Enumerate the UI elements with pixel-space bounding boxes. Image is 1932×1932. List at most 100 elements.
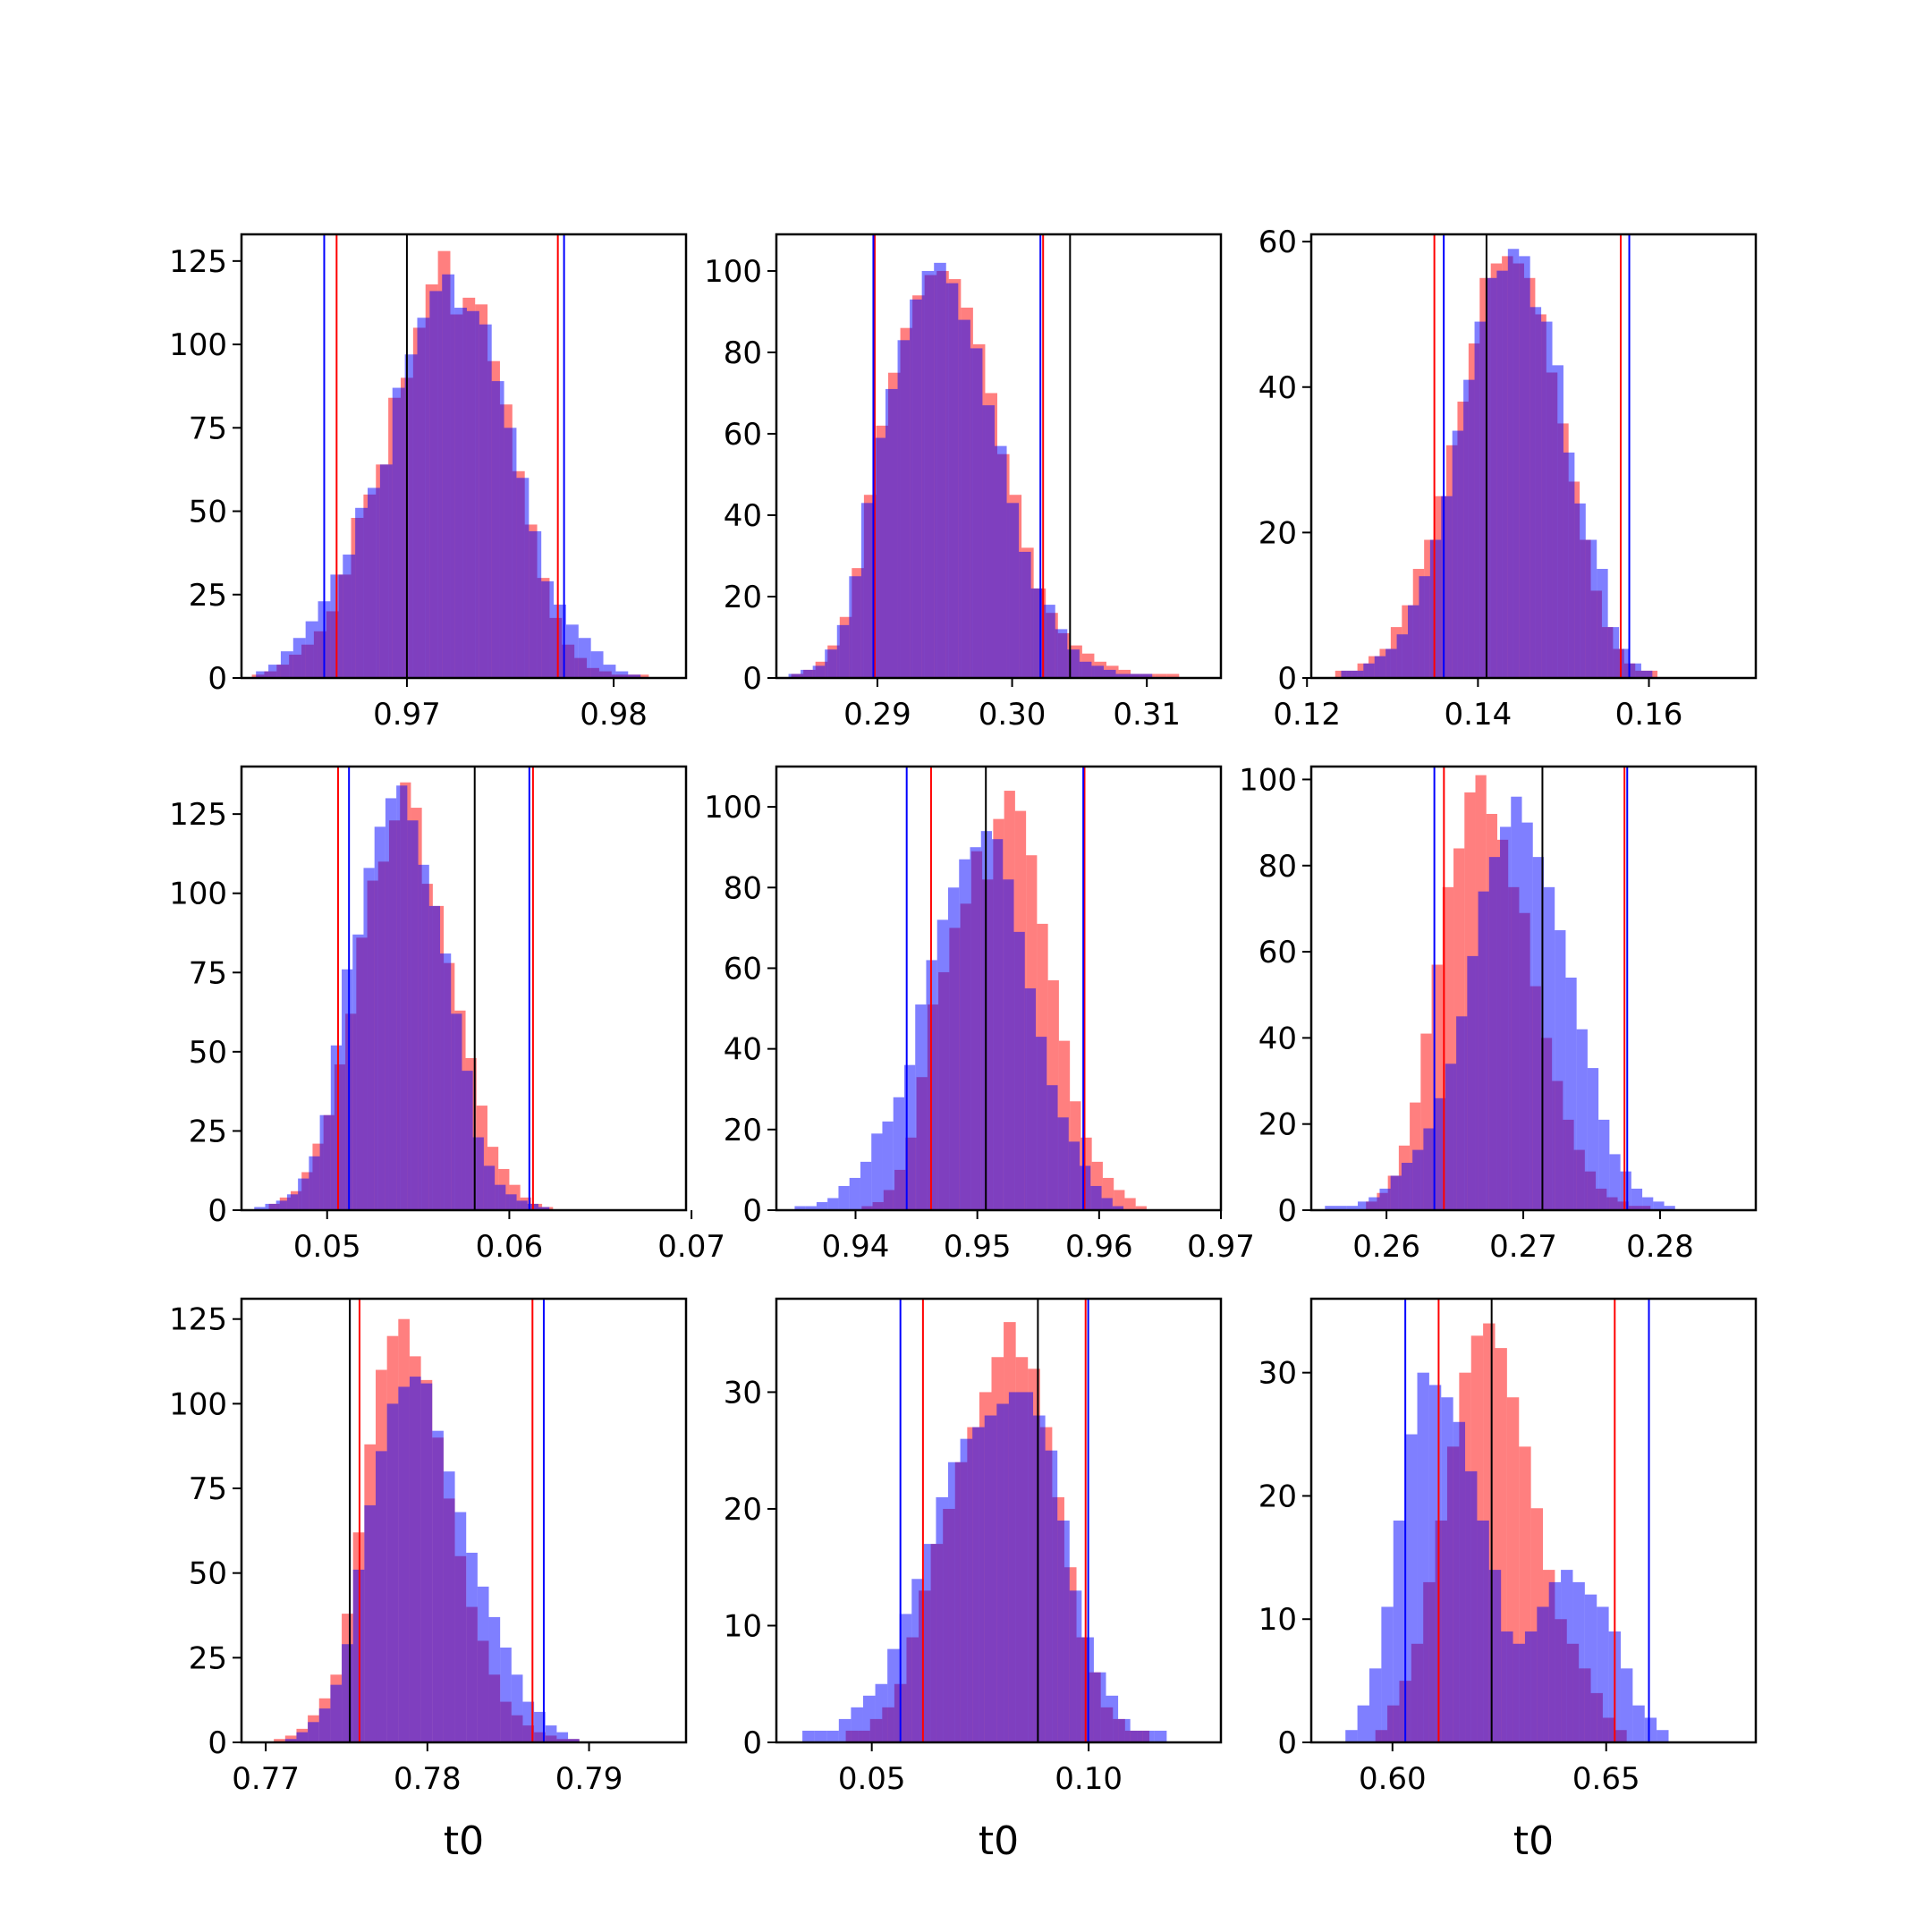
blue-histogram-bar bbox=[982, 405, 995, 678]
x-tick-label: 0.05 bbox=[293, 1229, 361, 1265]
blue-histogram-bar bbox=[802, 1730, 815, 1742]
blue-histogram-bar bbox=[934, 262, 946, 678]
y-tick-label: 125 bbox=[169, 797, 227, 833]
y-tick-label: 0 bbox=[742, 1193, 762, 1229]
blue-histogram-bar bbox=[364, 1504, 377, 1742]
blue-histogram-bar bbox=[1115, 674, 1129, 678]
blue-histogram-bar bbox=[374, 826, 386, 1210]
blue-histogram-bar bbox=[959, 859, 970, 1210]
y-tick-label: 125 bbox=[169, 1302, 227, 1338]
blue-histogram-bar bbox=[994, 445, 1007, 678]
blue-histogram-bar bbox=[495, 1184, 506, 1210]
blue-histogram-bar bbox=[945, 283, 959, 678]
blue-histogram-bar bbox=[511, 1674, 523, 1742]
subplot-6: 0 20 40 60 80 100 0.26 0.27 0.28 bbox=[1239, 762, 1758, 1265]
blue-histogram-bar bbox=[788, 674, 801, 678]
blue-histogram-bar bbox=[1068, 1141, 1080, 1210]
x-tick-label: 0.16 bbox=[1615, 697, 1683, 733]
blue-histogram-bar bbox=[1576, 1029, 1588, 1210]
blue-histogram-bar bbox=[505, 1194, 517, 1210]
blue-histogram-bar bbox=[1563, 452, 1575, 678]
blue-histogram-bar bbox=[970, 847, 981, 1210]
blue-histogram-bar bbox=[568, 1739, 580, 1742]
blue-histogram-bar bbox=[1379, 1188, 1391, 1210]
blue-histogram-bar bbox=[1352, 670, 1364, 678]
red-histogram-bar bbox=[1155, 674, 1167, 678]
blue-histogram-bar bbox=[352, 934, 364, 1210]
blue-histogram-bar bbox=[1368, 1197, 1380, 1210]
blue-histogram-bar bbox=[1130, 1730, 1143, 1742]
y-tick-label: 80 bbox=[724, 335, 762, 371]
y-tick-label: 40 bbox=[724, 1032, 762, 1068]
x-tick-label: 0.78 bbox=[394, 1761, 462, 1797]
blue-histogram-bar bbox=[1441, 1397, 1453, 1742]
blue-histogram-bar bbox=[1619, 648, 1631, 678]
blue-histogram-bar bbox=[280, 651, 293, 678]
axes-frame bbox=[1309, 765, 1758, 1212]
blue-histogram-bar bbox=[1548, 1581, 1562, 1742]
blue-histogram-bar bbox=[862, 1695, 876, 1742]
blue-histogram-bar bbox=[1090, 1185, 1102, 1210]
blue-histogram-bar bbox=[1374, 656, 1386, 678]
blue-histogram-bar bbox=[1598, 1119, 1610, 1210]
blue-histogram-bar bbox=[1341, 670, 1352, 678]
blue-histogram-bar bbox=[376, 1451, 387, 1742]
y-tick-label: 25 bbox=[189, 578, 227, 614]
blue-histogram-bar bbox=[603, 665, 616, 678]
blue-histogram-bar bbox=[556, 1732, 569, 1742]
blue-histogram-bar bbox=[404, 354, 418, 678]
blue-histogram-bar bbox=[1507, 249, 1520, 678]
blue-histogram-bar bbox=[1620, 1668, 1633, 1742]
blue-histogram-bar bbox=[1046, 1085, 1058, 1210]
blue-histogram-bar bbox=[1511, 796, 1522, 1210]
y-tick-label: 80 bbox=[724, 870, 762, 906]
blue-histogram-bar bbox=[330, 1684, 343, 1742]
blue-histogram-bar bbox=[407, 820, 419, 1210]
blue-histogram-bar bbox=[936, 1496, 949, 1742]
red-histogram-bar bbox=[1335, 670, 1347, 678]
blue-histogram-bar bbox=[1456, 1016, 1468, 1210]
blue-histogram-bar bbox=[1584, 1594, 1597, 1742]
blue-histogram-bar bbox=[1381, 1606, 1394, 1742]
x-tick-label: 0.60 bbox=[1359, 1761, 1427, 1797]
blue-histogram-bar bbox=[1478, 891, 1489, 1210]
blue-histogram-bar bbox=[1091, 665, 1104, 678]
subplot-7: 0 25 50 75 100 125 0.77 0.78 0.79 t0 bbox=[169, 1297, 688, 1864]
subplot-9: 0 10 20 30 0.60 0.65 t0 bbox=[1258, 1297, 1758, 1864]
blue-histogram-bar bbox=[1043, 605, 1055, 678]
blue-histogram-bar bbox=[1045, 1450, 1058, 1742]
blue-histogram-bar bbox=[1103, 669, 1116, 678]
subplot-1: 0 25 50 75 100 125 0.97 0.98 bbox=[169, 233, 688, 733]
blue-histogram-bar bbox=[1530, 307, 1542, 678]
blue-histogram-bar bbox=[1335, 1206, 1347, 1210]
y-tick-label: 80 bbox=[1258, 849, 1297, 885]
blue-histogram-bar bbox=[418, 864, 429, 1210]
blue-histogram-bar bbox=[1057, 1521, 1070, 1742]
y-tick-label: 40 bbox=[1258, 370, 1297, 406]
blue-histogram-bar bbox=[1653, 1201, 1665, 1210]
red-histogram-bar bbox=[1135, 1206, 1147, 1210]
red-histogram-bar bbox=[274, 1739, 285, 1742]
blue-histogram-bar bbox=[355, 507, 369, 678]
blue-histogram-bar bbox=[363, 868, 375, 1210]
blue-histogram-bar bbox=[516, 1200, 528, 1210]
blue-histogram-bar bbox=[451, 1013, 462, 1210]
blue-histogram-bar bbox=[1140, 674, 1153, 678]
blue-histogram-bar bbox=[871, 1133, 883, 1210]
blue-histogram-bar bbox=[794, 1206, 806, 1210]
x-tick-label: 0.27 bbox=[1489, 1229, 1557, 1265]
blue-histogram-bar bbox=[479, 324, 492, 678]
blue-histogram-bar bbox=[565, 624, 579, 678]
blue-histogram-bar bbox=[284, 1739, 297, 1742]
blue-histogram-bar bbox=[996, 1403, 1009, 1742]
blue-histogram-bar bbox=[491, 381, 504, 678]
blue-histogram-bar bbox=[432, 1430, 444, 1742]
blue-histogram-bar bbox=[936, 919, 948, 1210]
blue-histogram-bar bbox=[628, 674, 641, 678]
blue-histogram-bar bbox=[1496, 270, 1508, 678]
blue-histogram-bar bbox=[488, 1616, 501, 1742]
blue-histogram-bar bbox=[1474, 321, 1486, 678]
blue-histogram-bar bbox=[417, 318, 430, 678]
blue-histogram-bar bbox=[500, 1647, 512, 1742]
blue-histogram-bar bbox=[1069, 1590, 1082, 1742]
